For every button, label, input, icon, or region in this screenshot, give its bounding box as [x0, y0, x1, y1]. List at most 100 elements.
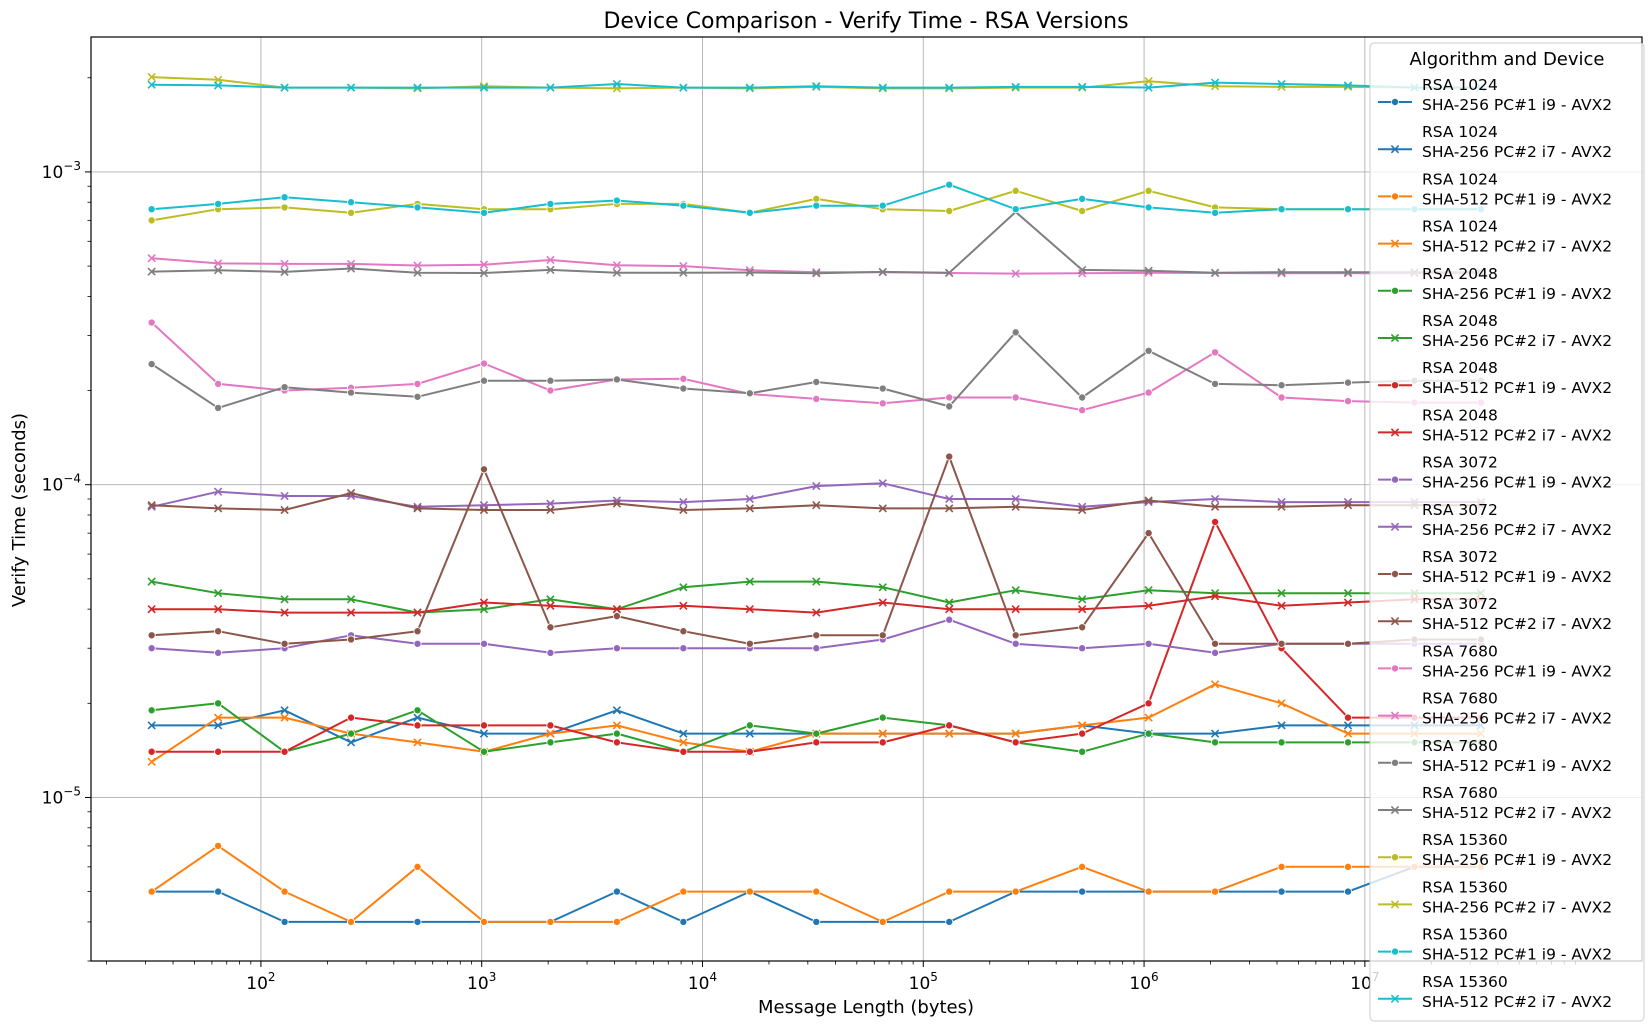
data-point — [812, 201, 821, 210]
data-point — [945, 452, 954, 461]
data-point — [147, 706, 156, 715]
data-point — [214, 699, 223, 708]
data-point — [280, 203, 289, 212]
data-point — [347, 635, 356, 644]
data-point — [213, 266, 223, 275]
series-line — [151, 844, 1481, 923]
y-axis-label: Verify Time (seconds) — [9, 413, 30, 607]
data-point — [280, 713, 289, 722]
data-point — [745, 494, 754, 504]
data-point — [1144, 729, 1153, 738]
data-point — [280, 383, 289, 392]
data-point — [413, 268, 422, 277]
data-point — [413, 639, 422, 648]
data-point — [280, 917, 289, 926]
data-point — [1144, 586, 1153, 595]
data-point — [280, 505, 289, 515]
data-point — [745, 83, 754, 92]
data-point — [1343, 588, 1353, 598]
data-point — [280, 491, 289, 501]
data-point — [812, 194, 821, 203]
data-point — [1211, 348, 1220, 357]
data-point — [812, 644, 821, 653]
data-point — [1343, 268, 1353, 277]
data-point — [679, 738, 688, 747]
data-point — [679, 729, 688, 738]
data-point — [147, 253, 156, 263]
data-point — [213, 81, 223, 90]
data-point — [147, 644, 156, 653]
data-point — [213, 504, 223, 513]
data-point — [413, 713, 422, 722]
data-point — [214, 199, 223, 208]
data-point — [1011, 738, 1020, 747]
legend-label: RSA 1024 SHA-512 PC#2 i7 - AVX2 — [1422, 218, 1612, 256]
data-point — [347, 917, 356, 926]
data-point — [346, 264, 356, 273]
data-point — [413, 627, 422, 636]
data-point — [147, 80, 156, 89]
legend-item-8: RSA 2048 SHA-512 PC#2 i7 - AVX2 — [1378, 406, 1612, 444]
data-point — [812, 377, 821, 386]
data-point — [479, 359, 488, 368]
legend-swatch-marker — [1390, 711, 1400, 720]
data-point — [1343, 598, 1353, 607]
data-point — [546, 623, 555, 632]
data-point — [945, 83, 954, 92]
data-point — [346, 608, 356, 617]
legend-item-17: RSA 15360 SHA-256 PC#1 i9 - AVX2 — [1378, 831, 1612, 869]
data-point — [1144, 496, 1153, 505]
legend-label: RSA 3072 SHA-256 PC#1 i9 - AVX2 — [1422, 454, 1612, 492]
data-point — [280, 706, 289, 715]
data-point — [1144, 83, 1153, 92]
legend-swatch-marker — [1391, 947, 1400, 956]
data-point — [1077, 82, 1087, 92]
data-point — [479, 721, 488, 730]
data-point — [1144, 529, 1153, 538]
data-point — [213, 487, 223, 496]
legend-label: RSA 1024 SHA-256 PC#1 i9 - AVX2 — [1422, 76, 1612, 114]
data-point — [280, 639, 289, 648]
data-point — [213, 259, 223, 268]
data-point — [612, 375, 621, 384]
legend-label: RSA 3072 SHA-512 PC#2 i7 - AVX2 — [1422, 595, 1612, 633]
data-point — [1011, 639, 1020, 648]
data-point — [1277, 721, 1286, 730]
data-point — [1344, 713, 1353, 722]
y-axis-ticks: 10−5 10−4 10−3 — [42, 77, 91, 962]
legend-swatch-marker — [1390, 239, 1400, 248]
data-point — [413, 83, 422, 92]
data-point — [1078, 862, 1087, 871]
data-point — [1277, 79, 1286, 89]
data-point — [479, 465, 488, 474]
data-point — [479, 268, 489, 278]
data-point — [878, 479, 887, 488]
data-point — [1144, 186, 1153, 195]
data-point — [745, 729, 754, 738]
data-point — [479, 604, 489, 614]
data-point — [1210, 592, 1220, 601]
data-point — [1011, 502, 1020, 511]
legend-label: RSA 15360 SHA-256 PC#1 i9 - AVX2 — [1422, 831, 1612, 869]
data-point — [546, 648, 555, 657]
data-point — [1144, 713, 1153, 722]
data-point — [413, 504, 422, 513]
data-point — [546, 601, 555, 610]
legend-item-18: RSA 15360 SHA-256 PC#2 i7 - AVX2 — [1378, 878, 1612, 916]
legend-label: RSA 15360 SHA-256 PC#2 i7 - AVX2 — [1422, 878, 1612, 916]
data-point — [1343, 721, 1353, 730]
data-point — [679, 627, 688, 636]
data-point — [612, 604, 622, 614]
legend-item-9: RSA 3072 SHA-256 PC#1 i9 - AVX2 — [1378, 454, 1612, 492]
data-point — [1343, 269, 1353, 278]
data-point — [147, 887, 156, 896]
data-point — [812, 608, 821, 617]
data-point — [1277, 601, 1286, 610]
series-line — [151, 683, 1481, 763]
data-point — [679, 268, 688, 277]
legend-label: RSA 3072 SHA-512 PC#1 i9 - AVX2 — [1422, 548, 1612, 586]
legend-label: RSA 2048 SHA-256 PC#1 i9 - AVX2 — [1422, 265, 1612, 303]
data-point — [679, 374, 688, 383]
legend-swatch-marker — [1390, 900, 1400, 909]
data-point — [147, 318, 156, 327]
